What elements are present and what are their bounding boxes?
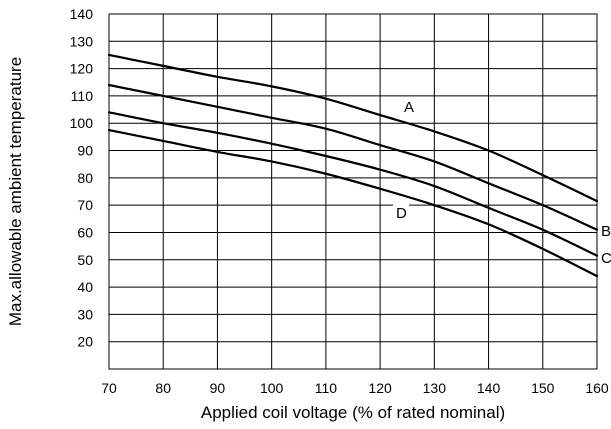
x-tick-label: 90	[210, 380, 226, 396]
y-tick-label: 90	[77, 143, 93, 159]
y-tick-label: 50	[77, 252, 93, 268]
series-line-b	[107, 83, 599, 231]
series-label-backdrop	[393, 204, 409, 222]
plot-frame	[108, 13, 598, 370]
chart-grid	[108, 13, 598, 369]
y-tick-label: 60	[77, 224, 93, 240]
x-tick-label: 160	[585, 380, 609, 396]
x-tick-labels: 70 80 90 100 110 120 130 140 150 160	[101, 380, 609, 396]
series-line-c	[107, 111, 599, 257]
series-labels: A BC D	[393, 98, 611, 267]
x-tick-label: 120	[368, 380, 392, 396]
series-line-d	[107, 128, 599, 278]
y-tick-label: 30	[77, 306, 93, 322]
x-tick-label: 70	[101, 380, 117, 396]
x-axis-label: Applied coil voltage (% of rated nominal…	[201, 403, 505, 422]
y-tick-label: 80	[77, 170, 93, 186]
x-tick-label: 150	[531, 380, 555, 396]
y-tick-label: 100	[70, 115, 94, 131]
series-line-a	[107, 53, 599, 203]
series-lines	[107, 53, 599, 278]
x-tick-label: 110	[315, 380, 338, 396]
series-label-d: D	[396, 205, 407, 222]
series-label-b: B	[601, 223, 611, 240]
y-tick-label: 110	[71, 88, 94, 104]
y-tick-label: 70	[77, 197, 93, 213]
y-tick-label: 20	[77, 334, 93, 350]
y-axis-label: Max.allowable ambient temperature	[6, 57, 25, 326]
x-tick-label: 80	[155, 380, 171, 396]
y-tick-label: 140	[70, 6, 94, 22]
series-label-a: A	[404, 99, 414, 116]
x-tick-label: 130	[423, 380, 447, 396]
y-tick-labels: 20 30 40 50 60 70 80 90 100 110 120 130 140	[70, 6, 94, 350]
series-label-backdrop	[401, 98, 417, 116]
series-label-c: C	[601, 250, 611, 267]
x-tick-label: 140	[477, 380, 501, 396]
x-tick-label: 100	[260, 380, 284, 396]
y-tick-label: 120	[70, 61, 94, 77]
y-tick-label: 40	[77, 279, 93, 295]
y-tick-label: 130	[70, 33, 94, 49]
